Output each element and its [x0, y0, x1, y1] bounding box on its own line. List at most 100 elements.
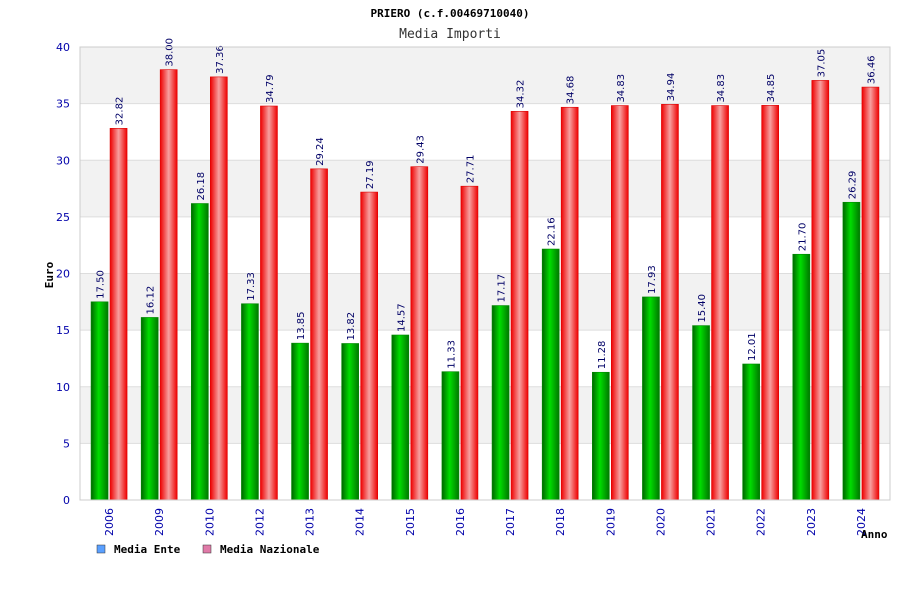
data-label: 38.00 — [165, 38, 176, 67]
bar-media-nazionale — [510, 111, 529, 501]
data-label: 12.01 — [747, 332, 758, 361]
bar-media-nazionale — [661, 104, 679, 501]
chart-title: PRIERO (c.f.00469710040) — [371, 7, 530, 20]
x-tick-label: 2017 — [504, 508, 517, 536]
bar-media-ente — [792, 253, 811, 501]
x-tick-label: 2012 — [253, 508, 266, 536]
x-tick-label: 2010 — [203, 508, 216, 536]
data-label: 32.82 — [115, 97, 126, 126]
data-label: 13.85 — [296, 312, 307, 341]
x-tick-label: 2006 — [103, 508, 116, 536]
y-tick-label: 25 — [56, 211, 70, 224]
x-tick-label: 2020 — [654, 508, 667, 536]
data-label: 11.28 — [597, 341, 608, 370]
data-label: 34.83 — [716, 74, 727, 103]
bar-media-nazionale — [861, 86, 880, 501]
data-label: 16.12 — [146, 286, 157, 315]
x-tick-label: 2016 — [454, 508, 467, 536]
data-label: 15.40 — [697, 294, 708, 323]
bar-media-ente — [692, 325, 710, 501]
x-tick-label: 2015 — [404, 508, 417, 536]
bar-media-nazionale — [260, 105, 278, 501]
data-label: 26.29 — [847, 171, 858, 200]
x-tick-label: 2019 — [604, 508, 617, 536]
legend-label-ente: Media Ente — [114, 543, 181, 556]
bar-media-nazionale — [460, 185, 479, 501]
data-label: 34.85 — [766, 74, 777, 103]
bar-media-ente — [341, 343, 359, 501]
bar-media-ente — [90, 301, 109, 501]
data-label: 21.70 — [797, 223, 808, 252]
data-label: 34.68 — [566, 76, 577, 105]
bar-media-ente — [391, 334, 410, 501]
bar-media-ente — [291, 342, 309, 501]
bar-media-nazionale — [410, 166, 429, 501]
bar-media-ente — [541, 248, 560, 501]
x-tick-label: 2013 — [304, 508, 317, 536]
y-tick-label: 15 — [56, 324, 70, 337]
y-tick-label: 5 — [63, 437, 70, 450]
data-label: 13.82 — [346, 312, 357, 341]
data-label: 27.71 — [465, 155, 476, 184]
chart-subtitle: Media Importi — [399, 27, 501, 42]
bar-media-ente — [491, 305, 510, 501]
bar-media-ente — [140, 317, 159, 501]
bar-media-nazionale — [310, 168, 328, 501]
y-tick-label: 30 — [56, 154, 70, 167]
data-label: 37.05 — [816, 49, 827, 78]
x-tick-label: 2024 — [855, 508, 868, 536]
bar-media-nazionale — [560, 106, 579, 501]
y-axis-label: Euro — [43, 261, 56, 288]
data-label: 34.32 — [516, 80, 527, 109]
bar-media-nazionale — [611, 105, 629, 501]
x-axis-ticks: 2006 2009 2010 2012 2013 2014 2015 2016 2017 2018… — [103, 508, 868, 536]
data-label: 37.36 — [215, 45, 226, 74]
x-tick-label: 2014 — [354, 508, 367, 536]
bar-media-nazionale — [360, 191, 378, 501]
bar-media-nazionale — [109, 128, 128, 501]
data-label: 22.16 — [547, 217, 558, 246]
legend-swatch-nazionale — [202, 544, 212, 554]
data-label: 36.46 — [866, 55, 877, 84]
y-tick-label: 10 — [56, 381, 70, 394]
legend-swatch-ente — [96, 544, 106, 554]
data-label: 34.94 — [666, 73, 677, 102]
data-label: 26.18 — [196, 172, 207, 201]
bars — [90, 69, 880, 501]
bar-media-nazionale — [761, 105, 779, 501]
y-tick-label: 0 — [63, 494, 70, 507]
data-label: 17.93 — [647, 265, 658, 294]
legend-label-nazionale: Media Nazionale — [220, 543, 320, 556]
bar-media-ente — [842, 201, 861, 501]
bar-media-ente — [592, 371, 610, 501]
plot-frame — [79, 46, 891, 501]
data-label: 34.79 — [265, 74, 276, 103]
x-tick-label: 2022 — [755, 508, 768, 536]
data-label: 17.17 — [497, 274, 508, 303]
y-tick-label: 40 — [56, 41, 70, 54]
bar-media-ente — [191, 203, 209, 501]
x-tick-label: 2021 — [705, 508, 718, 536]
x-axis-label: Anno — [861, 528, 888, 541]
x-tick-label: 2009 — [153, 508, 166, 536]
y-tick-label: 20 — [56, 268, 70, 281]
data-label: 29.24 — [315, 137, 326, 166]
bar-media-nazionale — [159, 69, 178, 501]
data-label: 11.33 — [446, 340, 457, 369]
bar-media-nazionale — [711, 105, 729, 501]
x-tick-label: 2023 — [805, 508, 818, 536]
legend: Media Ente Media Nazionale — [96, 543, 320, 556]
y-tick-label: 35 — [56, 98, 70, 111]
data-label: 34.83 — [616, 74, 627, 103]
data-label: 27.19 — [365, 160, 376, 189]
bar-media-nazionale — [811, 80, 830, 501]
bar-media-ente — [241, 303, 259, 501]
y-axis-ticks: 0 5 10 15 20 25 30 35 40 — [56, 41, 70, 507]
bar-media-nazionale — [210, 76, 228, 501]
data-label: 17.33 — [246, 272, 257, 301]
bar-media-ente — [441, 371, 460, 501]
data-label: 29.43 — [415, 135, 426, 164]
value-labels: 17.50 32.82 16.12 38.00 26.18 37.36 17.33 34.79… — [96, 38, 878, 369]
x-tick-label: 2018 — [554, 508, 567, 536]
